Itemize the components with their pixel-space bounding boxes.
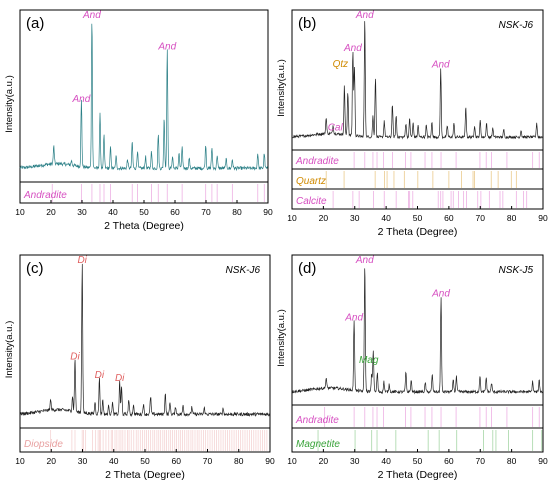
peak-annotation: And xyxy=(431,60,450,71)
peak-annotation: And xyxy=(82,10,101,21)
reference-phase-label: Diopside xyxy=(24,439,63,450)
sample-id: NSK-J6 xyxy=(226,265,261,276)
x-tick-label: 60 xyxy=(172,456,182,466)
reference-phase-label: Quartz xyxy=(296,176,326,187)
x-tick-label: 10 xyxy=(287,213,297,223)
x-tick-label: 30 xyxy=(350,213,360,223)
panel-b: And And And Qtz Cal Andradite Quartz Calcite (b)… xyxy=(276,9,548,238)
panel-label: (d) xyxy=(298,260,316,277)
y-axis-label: Intensity(a.u.) xyxy=(276,309,287,367)
peak-annotation: Di xyxy=(95,370,105,381)
x-tick-label: 20 xyxy=(319,213,329,223)
peak-annotation: And xyxy=(344,313,363,324)
panel-d: And And And Mag Andradite Magnetite (d) NSK-J5 1… xyxy=(276,254,548,481)
x-tick-label: 10 xyxy=(15,207,25,217)
xrd-pattern-line xyxy=(291,21,544,140)
x-tick-label: 40 xyxy=(109,456,119,466)
peak-annotation: Mag xyxy=(359,355,379,366)
panel-label: (b) xyxy=(298,15,316,32)
x-tick-label: 90 xyxy=(265,456,275,466)
peak-annotation: And xyxy=(355,10,374,21)
x-tick-label: 70 xyxy=(201,207,211,217)
x-tick-label: 20 xyxy=(46,207,56,217)
x-tick-label: 20 xyxy=(47,456,57,466)
x-tick-label: 60 xyxy=(444,456,454,466)
x-tick-label: 90 xyxy=(538,213,548,223)
x-tick-label: 50 xyxy=(413,213,423,223)
x-tick-label: 20 xyxy=(319,456,329,466)
panel-label: (a) xyxy=(26,15,44,32)
x-tick-label: 60 xyxy=(444,213,454,223)
peak-annotation: Di xyxy=(115,373,125,384)
x-axis-label: 2 Theta (Degree) xyxy=(378,226,458,238)
x-tick-label: 70 xyxy=(476,456,486,466)
x-tick-label: 40 xyxy=(108,207,118,217)
peak-annotation: And xyxy=(343,43,362,54)
x-axis-label: 2 Theta (Degree) xyxy=(104,220,184,232)
peak-annotation: Di xyxy=(70,352,80,363)
peak-annotation: And xyxy=(71,94,90,105)
x-tick-label: 10 xyxy=(287,456,297,466)
reference-phase-label: Calcite xyxy=(296,196,327,207)
x-tick-label: 50 xyxy=(139,207,149,217)
plot-frame xyxy=(19,254,271,453)
x-axis-label: 2 Theta (Degree) xyxy=(105,469,185,481)
peak-annotation: Di xyxy=(77,255,87,266)
y-axis-label: Intensity(a.u.) xyxy=(4,321,15,379)
x-tick-label: 90 xyxy=(263,207,273,217)
peak-annotation: And xyxy=(157,42,176,53)
panel-a: And And And Andradite (a) 10 20 30 40 50 60 70 80 90 2… xyxy=(4,9,273,232)
x-tick-label: 80 xyxy=(507,456,517,466)
x-tick-label: 30 xyxy=(350,456,360,466)
x-axis-label: 2 Theta (Degree) xyxy=(378,469,458,481)
x-tick-label: 30 xyxy=(77,207,87,217)
x-tick-label: 50 xyxy=(413,456,423,466)
x-tick-label: 40 xyxy=(381,456,391,466)
reference-phase-label: Andradite xyxy=(23,190,67,201)
peak-annotation: Cal xyxy=(328,123,344,134)
x-tick-label: 40 xyxy=(381,213,391,223)
peak-annotation: Qtz xyxy=(333,59,349,70)
x-tick-label: 70 xyxy=(476,213,486,223)
xrd-pattern-line xyxy=(19,263,271,417)
plot-frame xyxy=(19,9,269,204)
x-tick-label: 90 xyxy=(538,456,548,466)
x-tick-label: 70 xyxy=(203,456,213,466)
x-tick-label: 80 xyxy=(507,213,517,223)
xrd-pattern-line xyxy=(19,23,269,172)
sample-id: NSK-J5 xyxy=(499,265,534,276)
reference-phase-label: Magnetite xyxy=(296,439,340,450)
x-tick-label: 50 xyxy=(140,456,150,466)
panel-c: Di Di Di Di Diopside (c) NSK-J6 10 20 30 40 50 60 70 8… xyxy=(4,254,275,481)
x-tick-label: 80 xyxy=(234,456,244,466)
x-tick-label: 10 xyxy=(15,456,25,466)
peak-annotation: And xyxy=(431,288,450,299)
sample-id: NSK-J6 xyxy=(499,20,534,31)
peak-annotation: And xyxy=(355,255,374,266)
reference-phase-label: Andradite xyxy=(295,156,339,167)
xrd-pattern-line xyxy=(291,268,543,395)
panel-label: (c) xyxy=(26,260,44,277)
x-tick-label: 80 xyxy=(232,207,242,217)
y-axis-label: Intensity(a.u.) xyxy=(4,75,15,133)
reference-phase-label: Andradite xyxy=(295,415,339,426)
x-tick-label: 30 xyxy=(78,456,88,466)
y-axis-label: Intensity(a.u.) xyxy=(276,59,287,117)
x-tick-label: 60 xyxy=(170,207,180,217)
